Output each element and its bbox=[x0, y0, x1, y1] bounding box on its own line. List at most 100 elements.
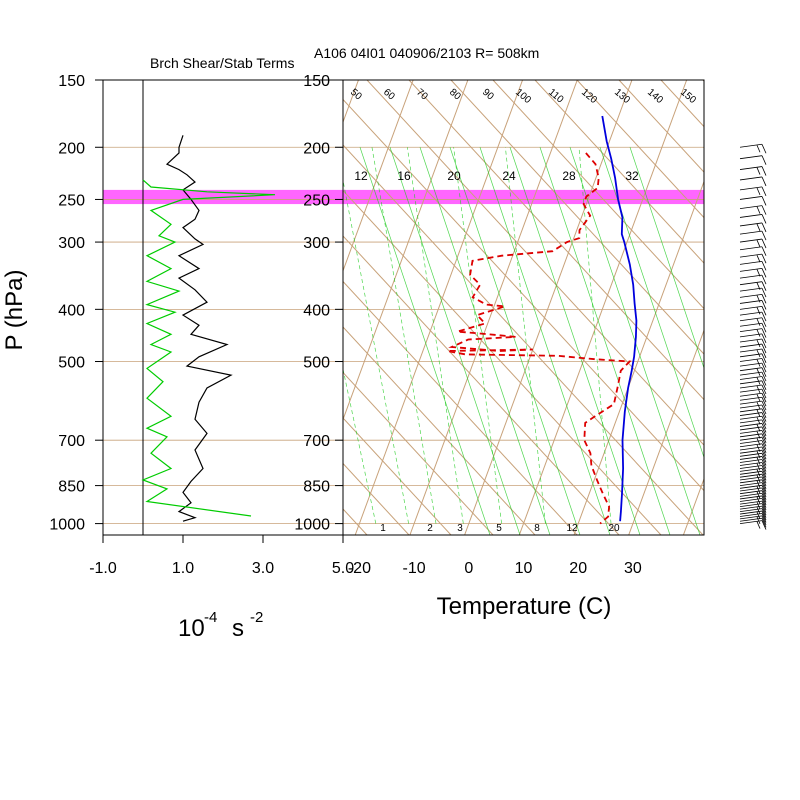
barb-flag bbox=[761, 426, 767, 437]
barb-staff bbox=[739, 322, 763, 327]
mixing-ratio-bottom-label-0: 1 bbox=[380, 523, 386, 534]
mixing-ratio-solid-0 bbox=[359, 147, 491, 535]
skewt-series-0 bbox=[601, 115, 638, 522]
y-tick-label-left-400: 400 bbox=[58, 302, 85, 319]
wind-barb-770 bbox=[739, 459, 767, 469]
barb-staff bbox=[739, 456, 763, 460]
wind-barb-460 bbox=[739, 338, 767, 349]
dry-adiabat--6 bbox=[343, 417, 452, 535]
left-panel-series bbox=[141, 135, 276, 522]
barb-staff bbox=[739, 412, 763, 416]
wind-barb-550 bbox=[739, 380, 767, 390]
wind-barb-330 bbox=[739, 260, 767, 271]
barb-flag bbox=[761, 186, 767, 197]
wind-barb-310 bbox=[739, 246, 767, 256]
mixing-ratio-dashed-4 bbox=[453, 147, 502, 524]
wind-barb-840 bbox=[739, 479, 767, 489]
barb-flag bbox=[761, 500, 767, 511]
wind-barb-250 bbox=[739, 196, 767, 206]
wind-barb-410 bbox=[739, 311, 767, 322]
barb-flag bbox=[761, 358, 767, 368]
isotherm-10 bbox=[518, 80, 688, 535]
wind-barb-870 bbox=[739, 487, 767, 498]
wind-barb-760 bbox=[739, 456, 767, 466]
barb-flag bbox=[761, 498, 767, 508]
wind-barb-240 bbox=[739, 186, 767, 197]
barb-flag bbox=[761, 408, 767, 418]
barb-flag-2 bbox=[756, 486, 761, 494]
wind-barb-270 bbox=[739, 214, 767, 224]
dry-adiabat--2 bbox=[343, 235, 620, 535]
barb-flag-2 bbox=[756, 424, 761, 432]
wind-barb-900 bbox=[739, 495, 767, 506]
barb-flag bbox=[761, 443, 767, 453]
barb-staff bbox=[739, 371, 763, 376]
barb-staff bbox=[739, 305, 763, 310]
barb-flag bbox=[761, 380, 767, 390]
barb-staff bbox=[739, 500, 763, 505]
barb-staff bbox=[739, 446, 763, 451]
wind-barb-780 bbox=[739, 462, 767, 472]
barb-flag bbox=[761, 144, 767, 154]
barb-flag bbox=[761, 306, 767, 316]
mixing-ratio-top-label-0: 12 bbox=[354, 169, 368, 183]
wind-barb-380 bbox=[739, 293, 767, 304]
units-exp1: -4 bbox=[204, 609, 217, 626]
isotherm--70 bbox=[82, 80, 249, 535]
barb-staff bbox=[739, 362, 763, 367]
barb-flag bbox=[761, 300, 767, 310]
barb-flag-2 bbox=[756, 145, 761, 153]
barb-flag bbox=[761, 155, 767, 165]
barb-staff bbox=[739, 293, 763, 298]
barb-staff bbox=[739, 505, 763, 510]
wind-barb-860 bbox=[739, 484, 767, 495]
barb-staff bbox=[739, 510, 763, 515]
barb-staff bbox=[739, 476, 763, 481]
barb-staff bbox=[739, 484, 763, 489]
barb-flag bbox=[761, 393, 767, 403]
wind-barb-590 bbox=[739, 396, 767, 407]
y-tick-label-right-1000: 1000 bbox=[294, 517, 330, 534]
dry-adiabat-5 bbox=[492, 80, 704, 310]
barb-flag bbox=[761, 281, 767, 291]
barb-flag-2 bbox=[756, 368, 761, 376]
barb-flag bbox=[761, 230, 767, 241]
barb-staff bbox=[739, 408, 763, 413]
mixing-ratio-top-label-2: 20 bbox=[447, 169, 461, 183]
barb-flag bbox=[761, 513, 767, 523]
barb-flag-2 bbox=[756, 511, 761, 520]
barb-flag bbox=[761, 362, 767, 373]
barb-staff bbox=[739, 155, 763, 160]
barb-staff bbox=[739, 281, 763, 286]
barb-staff bbox=[739, 423, 763, 427]
barb-staff bbox=[739, 426, 763, 431]
y-tick-label-left-300: 300 bbox=[58, 235, 85, 252]
y-tick-label-right-850: 850 bbox=[303, 479, 330, 496]
barb-flag bbox=[761, 222, 767, 233]
barb-flag bbox=[761, 459, 767, 469]
barb-staff bbox=[739, 311, 763, 316]
barb-staff bbox=[739, 380, 763, 385]
wind-barb-480 bbox=[739, 348, 767, 359]
main-title: A106 04I01 040906/2103 R= 508km bbox=[314, 45, 539, 61]
barb-staff bbox=[739, 517, 763, 522]
barb-flag bbox=[761, 437, 767, 447]
isotherm--20 bbox=[354, 80, 524, 535]
barb-flag bbox=[761, 261, 767, 271]
barb-staff bbox=[739, 449, 763, 454]
barb-staff bbox=[739, 287, 763, 292]
isotherm-0 bbox=[464, 80, 633, 535]
theta-label-4: 90 bbox=[480, 87, 496, 103]
dry-adiabat-3 bbox=[408, 80, 704, 401]
isotherm--50 bbox=[343, 80, 359, 124]
mixing-ratio-bottom-label-5: 12 bbox=[566, 523, 578, 534]
wind-barb-850 bbox=[739, 482, 767, 492]
barb-flag bbox=[761, 446, 767, 457]
dry-adiabat-8 bbox=[618, 80, 704, 173]
barb-flag-2 bbox=[756, 318, 761, 326]
wind-barb-810 bbox=[739, 470, 767, 481]
mixing-ratio-dashed-5 bbox=[505, 147, 546, 524]
barb-staff bbox=[739, 353, 763, 358]
